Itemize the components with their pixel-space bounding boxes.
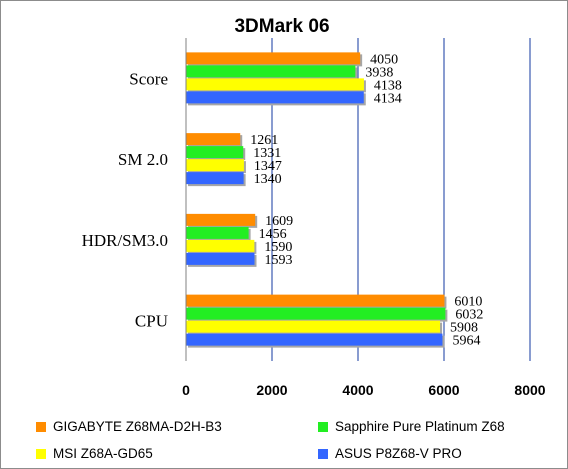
- data-label: 1347: [254, 159, 282, 174]
- x-tick-label: 4000: [342, 382, 373, 398]
- bar: [186, 146, 244, 159]
- data-label: 5964: [452, 334, 480, 349]
- bar: [186, 294, 445, 307]
- legend: GIGABYTE Z68MA-D2H-B3 Sapphire Pure Plati…: [36, 419, 505, 461]
- category-label: CPU: [135, 312, 168, 331]
- bar: [186, 239, 255, 252]
- data-label: 1261: [250, 133, 278, 148]
- legend-swatch: [36, 422, 46, 432]
- data-label: 1590: [264, 240, 292, 255]
- legend-label: MSI Z68A-GD65: [53, 446, 153, 461]
- data-label: 6010: [454, 295, 482, 310]
- bar: [186, 65, 356, 78]
- bar: [186, 307, 446, 320]
- category-label: Score: [129, 69, 168, 88]
- data-label: 6032: [455, 308, 483, 323]
- data-label: 3938: [365, 65, 393, 80]
- data-label: 1609: [265, 214, 293, 229]
- legend-swatch: [318, 449, 328, 459]
- legend-label: Sapphire Pure Platinum Z68: [335, 419, 505, 434]
- data-label: 5908: [450, 321, 478, 336]
- bar: [186, 172, 244, 185]
- legend-label: ASUS P8Z68-V PRO: [335, 446, 462, 461]
- legend-swatch: [318, 422, 328, 432]
- data-label: 4138: [374, 78, 402, 93]
- data-label: 4134: [374, 91, 402, 106]
- bar: [186, 333, 443, 346]
- category-label: SM 2.0: [118, 150, 168, 169]
- data-label: 1340: [254, 172, 282, 187]
- x-tick-label: 2000: [256, 382, 287, 398]
- data-label: 1456: [259, 227, 287, 242]
- bar: [186, 213, 256, 226]
- bar: [186, 252, 255, 265]
- bar: [186, 52, 361, 65]
- data-label: 1331: [253, 146, 281, 161]
- chart-title: 3DMark 06: [234, 16, 329, 37]
- bar: [186, 320, 441, 333]
- bar: [186, 78, 364, 91]
- x-tick-label: 8000: [514, 382, 545, 398]
- category-label: HDR/SM3.0: [82, 231, 168, 250]
- bar: [186, 133, 241, 146]
- bar: [186, 226, 249, 239]
- legend-label: GIGABYTE Z68MA-D2H-B3: [53, 419, 222, 434]
- data-label: 1593: [264, 253, 292, 268]
- legend-swatch: [36, 449, 46, 459]
- bar: [186, 159, 244, 172]
- x-tick-label: 6000: [428, 382, 459, 398]
- axis: 0 2000 4000 6000 8000 Score SM 2.0 HDR/SM3.0 CPU: [82, 38, 546, 398]
- bar: [186, 91, 364, 104]
- x-tick-label: 0: [182, 382, 190, 398]
- data-label: 4050: [370, 52, 398, 67]
